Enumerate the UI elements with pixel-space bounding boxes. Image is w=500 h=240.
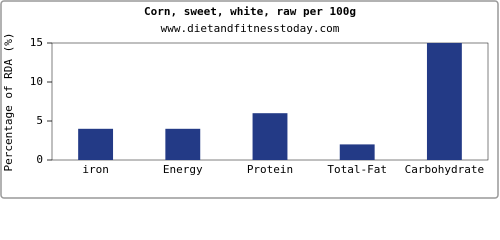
y-tick-label: 5 bbox=[36, 114, 43, 127]
x-tick-label: Total-Fat bbox=[327, 163, 387, 176]
bar bbox=[339, 144, 375, 160]
chart-title: Corn, sweet, white, raw per 100g bbox=[144, 5, 356, 18]
x-tick-label: Carbohydrate bbox=[405, 163, 484, 176]
bar bbox=[78, 128, 114, 160]
y-tick-label: 15 bbox=[30, 36, 43, 49]
y-tick-label: 10 bbox=[30, 75, 43, 88]
x-tick-label: iron bbox=[82, 163, 109, 176]
x-tick-label: Protein bbox=[247, 163, 293, 176]
chart-subtitle: www.dietandfitnesstoday.com bbox=[161, 22, 340, 35]
y-axis-label: Percentage of RDA (%) bbox=[2, 32, 15, 171]
bar bbox=[165, 128, 201, 160]
chart: Corn, sweet, white, raw per 100g www.die… bbox=[0, 0, 499, 199]
bar bbox=[426, 43, 462, 160]
x-tick-label: Energy bbox=[163, 163, 203, 176]
y-tick-label: 0 bbox=[36, 153, 43, 166]
bar bbox=[252, 113, 288, 160]
